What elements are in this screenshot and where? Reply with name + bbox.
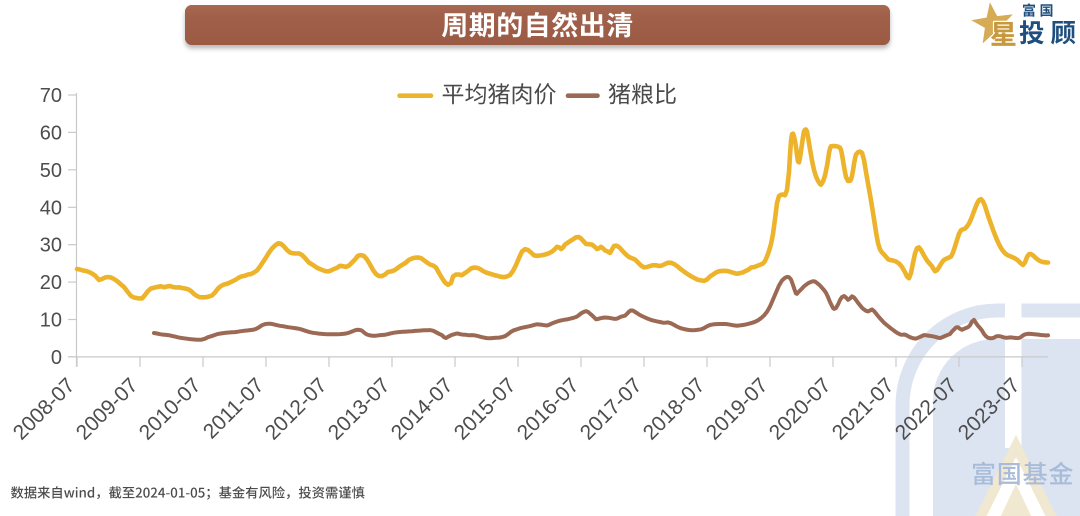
svg-text:60: 60 — [40, 122, 62, 144]
svg-text:2011-07: 2011-07 — [199, 374, 269, 444]
svg-text:2008-07: 2008-07 — [9, 374, 80, 445]
svg-text:2009-07: 2009-07 — [72, 374, 143, 445]
svg-text:2018-07: 2018-07 — [639, 374, 710, 445]
svg-text:2019-07: 2019-07 — [702, 374, 773, 445]
svg-text:2013-07: 2013-07 — [324, 374, 395, 445]
svg-text:2020-07: 2020-07 — [765, 374, 836, 445]
svg-text:2016-07: 2016-07 — [513, 374, 584, 445]
svg-text:10: 10 — [40, 310, 62, 332]
svg-text:20: 20 — [40, 272, 62, 294]
svg-text:2021-07: 2021-07 — [828, 374, 899, 445]
svg-text:2014-07: 2014-07 — [387, 374, 458, 445]
svg-text:2015-07: 2015-07 — [450, 374, 521, 445]
svg-text:30: 30 — [40, 235, 62, 257]
svg-text:2012-07: 2012-07 — [261, 374, 332, 445]
svg-text:2017-07: 2017-07 — [576, 374, 647, 445]
svg-text:70: 70 — [40, 85, 62, 107]
svg-text:0: 0 — [51, 347, 62, 369]
svg-text:2010-07: 2010-07 — [135, 374, 206, 445]
svg-text:40: 40 — [40, 197, 62, 219]
svg-text:50: 50 — [40, 160, 62, 182]
